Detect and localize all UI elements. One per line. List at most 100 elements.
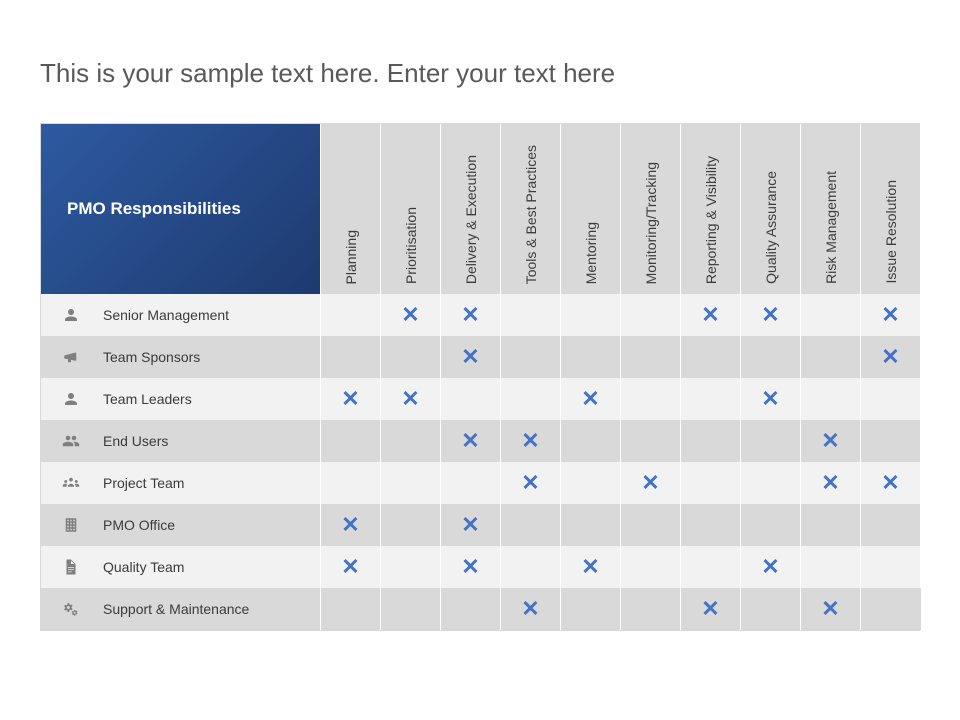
row-label: PMO Office: [41, 504, 321, 546]
matrix-cell: [501, 546, 561, 588]
matrix-cell: ✕: [561, 378, 621, 420]
matrix-cell: ✕: [321, 504, 381, 546]
mark-icon: ✕: [341, 556, 359, 578]
row-label: Team Sponsors: [41, 336, 321, 378]
gears-icon: [57, 599, 85, 619]
matrix-cell: [561, 504, 621, 546]
row-label-text: Senior Management: [103, 307, 229, 323]
matrix-cell: [861, 378, 921, 420]
row-label: Support & Maintenance: [41, 588, 321, 630]
mark-icon: ✕: [821, 472, 839, 494]
mark-icon: ✕: [581, 556, 599, 578]
mark-icon: ✕: [461, 514, 479, 536]
mark-icon: ✕: [821, 598, 839, 620]
col-header: Delivery & Execution: [441, 124, 501, 294]
matrix-cell: [561, 588, 621, 630]
team-icon: [57, 473, 85, 493]
mark-icon: ✕: [761, 304, 779, 326]
matrix-cell: ✕: [561, 546, 621, 588]
matrix-cell: [501, 336, 561, 378]
mark-icon: ✕: [761, 556, 779, 578]
mark-icon: ✕: [881, 472, 899, 494]
responsibility-matrix: PMO Responsibilities Planning Prioritisa…: [40, 123, 920, 631]
matrix-cell: [801, 504, 861, 546]
matrix-cell: [801, 378, 861, 420]
matrix-cell: [801, 546, 861, 588]
mark-icon: ✕: [461, 346, 479, 368]
col-header: Quality Assurance: [741, 124, 801, 294]
matrix-cell: ✕: [741, 378, 801, 420]
mark-icon: ✕: [461, 430, 479, 452]
mark-icon: ✕: [521, 598, 539, 620]
col-header-label: Issue Resolution: [883, 180, 899, 284]
person-icon: [57, 305, 85, 325]
building-icon: [57, 515, 85, 535]
matrix-cell: ✕: [441, 546, 501, 588]
col-header-label: Delivery & Execution: [463, 155, 479, 284]
mark-icon: ✕: [521, 472, 539, 494]
col-header: Monitoring/Tracking: [621, 124, 681, 294]
matrix-cell: [741, 420, 801, 462]
col-header-label: Prioritisation: [403, 207, 419, 284]
row-label: Team Leaders: [41, 378, 321, 420]
matrix-cell: ✕: [441, 420, 501, 462]
row-label-text: Project Team: [103, 475, 184, 491]
matrix-cell: [741, 462, 801, 504]
matrix-cell: [561, 420, 621, 462]
matrix-cell: [681, 420, 741, 462]
matrix-header-title: PMO Responsibilities: [41, 124, 321, 294]
col-header-label: Planning: [343, 230, 359, 285]
mark-icon: ✕: [581, 388, 599, 410]
mark-icon: ✕: [701, 304, 719, 326]
col-header-label: Monitoring/Tracking: [643, 162, 659, 284]
matrix-cell: [681, 378, 741, 420]
matrix-cell: [621, 420, 681, 462]
col-header-label: Quality Assurance: [763, 171, 779, 284]
matrix-cell: ✕: [681, 588, 741, 630]
matrix-cell: [861, 420, 921, 462]
matrix-cell: ✕: [501, 462, 561, 504]
matrix-cell: [861, 504, 921, 546]
mark-icon: ✕: [821, 430, 839, 452]
matrix-cell: [621, 546, 681, 588]
matrix-cell: [741, 588, 801, 630]
matrix-cell: ✕: [801, 588, 861, 630]
matrix-cell: [501, 504, 561, 546]
matrix-cell: [381, 462, 441, 504]
matrix-cell: ✕: [321, 546, 381, 588]
row-label-text: Quality Team: [103, 559, 184, 575]
matrix-cell: [381, 336, 441, 378]
matrix-cell: ✕: [441, 336, 501, 378]
matrix-cell: [381, 504, 441, 546]
document-icon: [57, 557, 85, 577]
mark-icon: ✕: [881, 346, 899, 368]
row-label-text: PMO Office: [103, 517, 175, 533]
matrix-cell: [621, 336, 681, 378]
matrix-cell: [321, 420, 381, 462]
matrix-cell: ✕: [861, 294, 921, 336]
matrix-cell: ✕: [321, 378, 381, 420]
mark-icon: ✕: [761, 388, 779, 410]
row-label-text: Support & Maintenance: [103, 601, 249, 617]
matrix-cell: [681, 336, 741, 378]
matrix-cell: ✕: [381, 294, 441, 336]
matrix-cell: [801, 294, 861, 336]
mark-icon: ✕: [341, 388, 359, 410]
col-header: Prioritisation: [381, 124, 441, 294]
matrix-cell: [321, 588, 381, 630]
matrix-cell: ✕: [441, 504, 501, 546]
matrix-cell: [441, 462, 501, 504]
matrix-cell: ✕: [861, 462, 921, 504]
matrix-cell: [501, 294, 561, 336]
matrix-cell: [621, 294, 681, 336]
matrix-cell: ✕: [801, 462, 861, 504]
matrix-cell: ✕: [741, 546, 801, 588]
matrix-cell: [861, 588, 921, 630]
col-header: Reporting & Visibility: [681, 124, 741, 294]
matrix-cell: [381, 420, 441, 462]
col-header: Tools & Best Practices: [501, 124, 561, 294]
row-label: End Users: [41, 420, 321, 462]
col-header: Risk Management: [801, 124, 861, 294]
page-title: This is your sample text here. Enter you…: [0, 0, 960, 113]
row-label: Senior Management: [41, 294, 321, 336]
